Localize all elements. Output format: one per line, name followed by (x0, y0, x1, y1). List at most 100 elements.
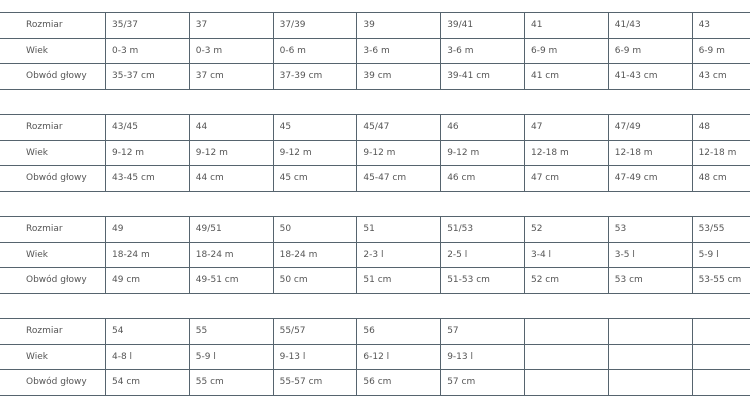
table-cell: 43 cm (691, 64, 750, 89)
table-row: Obwód głowy 49 cm 49-51 cm 50 cm 51 cm 51-53 … (0, 268, 750, 294)
table-row: Rozmiar 54 55 55/57 56 57 (0, 319, 750, 345)
table-cell: 41 (523, 13, 608, 38)
table-cell: 48 cm (691, 166, 750, 191)
table-cell: 5-9 l (691, 242, 750, 267)
table-cell: 9-13 l (440, 344, 524, 369)
table-cell: 12-18 m (691, 140, 750, 165)
empty-cell (523, 344, 608, 369)
table-row: Rozmiar 35/37 37 37/39 39 39/41 41 41/43 43 (0, 13, 750, 39)
table-cell: 6-9 m (607, 38, 692, 63)
table-row: Obwód głowy 43-45 cm 44 cm 45 cm 45-47 cm 46 … (0, 166, 750, 192)
table-cell: 46 cm (440, 166, 524, 191)
table-cell: 39-41 cm (440, 64, 524, 89)
empty-cell (691, 344, 750, 369)
table-cell: 49 (105, 217, 189, 242)
table-cell: 51/53 (440, 217, 524, 242)
table-cell: 54 (105, 319, 189, 344)
table-cell: 18-24 m (105, 242, 189, 267)
table-cell: 6-12 l (356, 344, 440, 369)
table-cell: 2-5 l (440, 242, 524, 267)
table-row: Wiek 18-24 m 18-24 m 18-24 m 2-3 l 2-5 l 3-4 l… (0, 242, 750, 268)
table-cell: 18-24 m (272, 242, 357, 267)
table-cell: 53 (607, 217, 692, 242)
table-cell: 49-51 cm (188, 268, 273, 293)
table-cell: 3-6 m (440, 38, 524, 63)
table-cell: 47 cm (523, 166, 608, 191)
table-row: Obwód głowy 35-37 cm 37 cm 37-39 cm 39 cm 39-… (0, 64, 750, 90)
empty-cell (691, 319, 750, 344)
table-cell: 49/51 (188, 217, 273, 242)
table-cell: 47/49 (607, 115, 692, 140)
table-cell: 37-39 cm (272, 64, 357, 89)
table-cell: 50 cm (272, 268, 357, 293)
row-label: Rozmiar (26, 326, 63, 337)
table-cell: 6-9 m (691, 38, 750, 63)
table-cell: 48 (691, 115, 750, 140)
table-cell: 47-49 cm (607, 166, 692, 191)
table-cell: 9-12 m (188, 140, 273, 165)
row-label: Rozmiar (26, 224, 63, 235)
table-cell: 50 (272, 217, 357, 242)
table-cell: 55 (188, 319, 273, 344)
table-cell: 9-12 m (272, 140, 357, 165)
table-row: Wiek 4-8 l 5-9 l 9-13 l 6-12 l 9-13 l (0, 344, 750, 370)
table-cell: 49 cm (105, 268, 189, 293)
table-row: Rozmiar 43/45 44 45 45/47 46 47 47/49 48 (0, 115, 750, 141)
table-cell: 3-4 l (523, 242, 608, 267)
table-cell: 52 (523, 217, 608, 242)
table-cell: 55 cm (188, 370, 273, 395)
table-cell: 0-6 m (272, 38, 357, 63)
row-label: Wiek (26, 351, 48, 362)
table-cell: 37 cm (188, 64, 273, 89)
table-cell: 41 cm (523, 64, 608, 89)
table-cell: 39/41 (440, 13, 524, 38)
table-row: Wiek 9-12 m 9-12 m 9-12 m 9-12 m 9-12 m 12-18 … (0, 140, 750, 166)
table-cell: 55-57 cm (272, 370, 357, 395)
table-cell: 12-18 m (607, 140, 692, 165)
spacer-row (0, 192, 750, 217)
table-cell: 43/45 (105, 115, 189, 140)
table-cell: 57 cm (440, 370, 524, 395)
spacer-row (0, 90, 750, 115)
table-cell: 6-9 m (523, 38, 608, 63)
row-label: Wiek (26, 147, 48, 158)
table-cell: 44 cm (188, 166, 273, 191)
empty-cell (523, 370, 608, 395)
size-table: Rozmiar 35/37 37 37/39 39 39/41 41 41/43 43 Wiek 0… (0, 12, 750, 396)
table-cell: 54 cm (105, 370, 189, 395)
table-cell: 41-43 cm (607, 64, 692, 89)
table-cell: 0-3 m (188, 38, 273, 63)
empty-cell (607, 319, 692, 344)
table-cell: 0-3 m (105, 38, 189, 63)
empty-cell (523, 319, 608, 344)
table-cell: 43 (691, 13, 750, 38)
table-cell: 12-18 m (523, 140, 608, 165)
table-cell: 45-47 cm (356, 166, 440, 191)
row-label: Wiek (26, 249, 48, 260)
table-cell: 35-37 cm (105, 64, 189, 89)
empty-cell (691, 370, 750, 395)
table-cell: 18-24 m (188, 242, 273, 267)
table-cell: 43-45 cm (105, 166, 189, 191)
table-cell: 47 (523, 115, 608, 140)
table-cell: 53-55 cm (691, 268, 750, 293)
table-cell: 55/57 (272, 319, 357, 344)
table-cell: 9-12 m (440, 140, 524, 165)
table-cell: 56 (356, 319, 440, 344)
row-label: Wiek (26, 45, 48, 56)
table-cell: 37/39 (272, 13, 357, 38)
row-label: Rozmiar (26, 20, 63, 31)
row-label: Obwód głowy (26, 275, 87, 286)
table-cell: 45/47 (356, 115, 440, 140)
table-cell: 9-12 m (105, 140, 189, 165)
table-cell: 39 cm (356, 64, 440, 89)
table-cell: 52 cm (523, 268, 608, 293)
table-cell: 53/55 (691, 217, 750, 242)
table-cell: 2-3 l (356, 242, 440, 267)
row-label: Rozmiar (26, 122, 63, 133)
table-cell: 45 (272, 115, 357, 140)
table-cell: 46 (440, 115, 524, 140)
table-cell: 57 (440, 319, 524, 344)
row-label: Obwód głowy (26, 71, 87, 82)
